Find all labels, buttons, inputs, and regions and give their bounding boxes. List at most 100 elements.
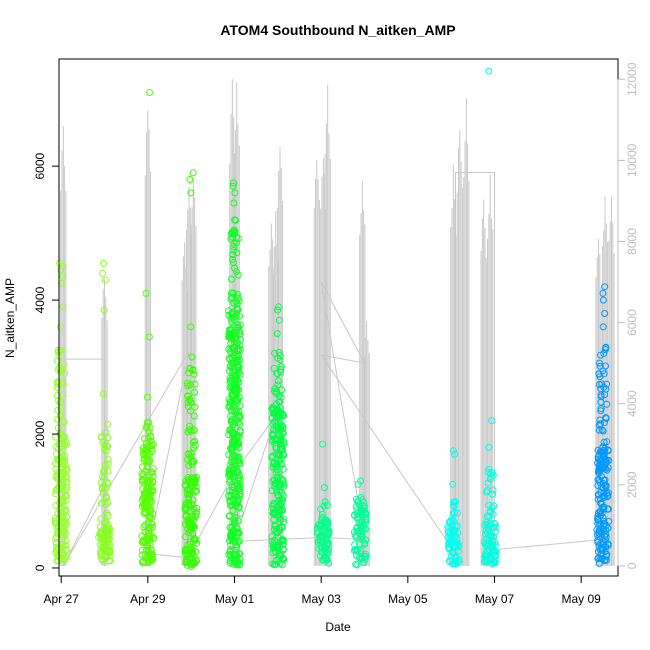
scatter-cluster bbox=[268, 303, 288, 569]
data-point bbox=[274, 306, 282, 314]
scatter-cluster bbox=[225, 179, 244, 569]
data-point bbox=[229, 251, 237, 259]
data-point bbox=[233, 305, 241, 313]
data-point bbox=[63, 553, 71, 561]
data-point bbox=[104, 442, 112, 450]
scatter-cluster bbox=[480, 67, 500, 568]
data-point bbox=[190, 426, 198, 434]
data-point bbox=[191, 559, 199, 567]
data-point bbox=[142, 547, 150, 554]
data-point bbox=[62, 541, 70, 549]
data-point bbox=[485, 465, 493, 473]
data-point bbox=[234, 538, 242, 546]
data-point bbox=[63, 478, 71, 486]
data-point bbox=[325, 559, 333, 567]
data-point bbox=[488, 417, 495, 425]
data-point bbox=[279, 545, 287, 553]
data-point bbox=[229, 255, 237, 263]
data-point bbox=[100, 536, 108, 544]
data-point bbox=[229, 182, 237, 190]
data-point bbox=[276, 527, 284, 534]
data-point bbox=[191, 437, 199, 445]
data-point bbox=[145, 333, 153, 341]
data-point bbox=[280, 518, 287, 526]
data-point bbox=[275, 316, 283, 324]
data-point bbox=[233, 481, 241, 489]
data-point bbox=[225, 550, 233, 558]
data-point bbox=[273, 466, 281, 474]
data-point bbox=[184, 477, 192, 485]
chart-title: ATOM4 Southbound N_aitken_AMP bbox=[220, 22, 455, 38]
data-point bbox=[234, 352, 242, 360]
data-point bbox=[597, 407, 605, 415]
data-point bbox=[319, 440, 327, 448]
data-point bbox=[236, 509, 244, 517]
data-point bbox=[600, 505, 607, 513]
data-point bbox=[275, 534, 282, 542]
data-point bbox=[225, 354, 233, 362]
data-point bbox=[57, 266, 65, 274]
data-point bbox=[451, 450, 459, 458]
data-point bbox=[489, 490, 497, 498]
scatter-cluster bbox=[51, 259, 71, 565]
data-point bbox=[450, 528, 458, 536]
data-point bbox=[278, 499, 285, 507]
data-point bbox=[54, 366, 62, 374]
data-point bbox=[274, 512, 282, 520]
data-point bbox=[225, 307, 232, 315]
data-point bbox=[53, 378, 61, 386]
data-point bbox=[272, 426, 280, 434]
data-point bbox=[449, 480, 457, 488]
data-point bbox=[190, 412, 198, 420]
data-point bbox=[274, 506, 282, 514]
data-point bbox=[279, 451, 287, 459]
data-point bbox=[229, 360, 237, 368]
data-point bbox=[319, 556, 327, 564]
data-point bbox=[57, 323, 64, 331]
data-point bbox=[99, 269, 107, 277]
data-point bbox=[360, 559, 367, 567]
data-point bbox=[234, 396, 242, 403]
x-tick-label: May 01 bbox=[215, 592, 255, 606]
data-point bbox=[192, 536, 200, 544]
data-point bbox=[482, 488, 490, 496]
data-point bbox=[186, 538, 194, 546]
data-point bbox=[358, 518, 366, 526]
data-point bbox=[325, 545, 332, 553]
data-point bbox=[147, 487, 155, 495]
data-point bbox=[230, 289, 237, 297]
data-point bbox=[101, 276, 109, 284]
data-point bbox=[104, 460, 112, 468]
points-layer bbox=[51, 67, 613, 570]
data-point bbox=[491, 541, 499, 549]
data-point bbox=[492, 552, 500, 560]
data-point bbox=[448, 548, 456, 556]
data-point bbox=[599, 427, 607, 435]
data-point bbox=[277, 444, 285, 452]
data-point bbox=[489, 486, 497, 494]
data-point bbox=[355, 554, 363, 562]
data-point bbox=[599, 289, 607, 297]
data-point bbox=[269, 452, 277, 460]
data-point bbox=[278, 425, 286, 433]
data-point bbox=[319, 510, 326, 518]
data-point bbox=[603, 400, 611, 408]
data-point bbox=[594, 512, 602, 520]
data-point bbox=[229, 392, 237, 400]
data-point bbox=[226, 399, 234, 407]
data-point bbox=[597, 385, 605, 393]
data-point bbox=[59, 303, 67, 311]
data-point bbox=[278, 561, 286, 569]
data-point bbox=[600, 480, 608, 488]
data-point bbox=[193, 487, 200, 495]
data-point bbox=[595, 426, 603, 434]
data-point bbox=[233, 438, 241, 446]
data-point bbox=[280, 412, 288, 420]
gray-spike bbox=[456, 130, 463, 566]
data-point bbox=[275, 436, 282, 444]
data-point bbox=[60, 380, 67, 388]
y-axis-label: N_aitken_AMP bbox=[3, 278, 17, 358]
data-point bbox=[318, 513, 326, 521]
data-point bbox=[63, 441, 71, 449]
data-point bbox=[60, 360, 68, 368]
